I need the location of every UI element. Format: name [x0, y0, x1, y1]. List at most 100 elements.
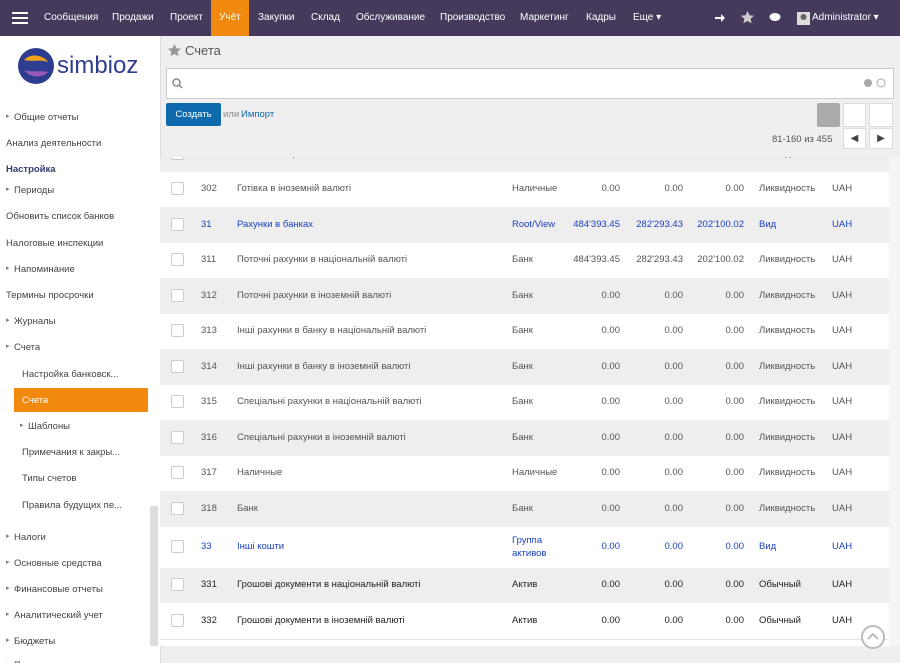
cell: Банк	[512, 396, 533, 408]
nav-item[interactable]: Кадры	[586, 12, 616, 23]
table-row[interactable]: 313 Інші рахунки в банку в національній в…	[160, 313, 889, 350]
menu-item[interactable]: Правила будущих пе...	[22, 500, 123, 511]
table-row[interactable]: 318 Банк Банк 0.00 0.00 0.00 Ликвидность UAH	[160, 491, 889, 528]
nav-item[interactable]: Продажи	[112, 12, 154, 23]
user-menu[interactable]: Administrator ▾	[812, 12, 879, 23]
cell: Актив	[512, 579, 538, 591]
row-checkbox[interactable]	[171, 359, 184, 373]
expand-arrow: ▸	[6, 611, 10, 618]
row-checkbox[interactable]	[171, 578, 184, 592]
menu-item[interactable]: Аналитический учет	[14, 610, 103, 621]
cell: Актив	[512, 614, 538, 626]
menu-item[interactable]: Журналы	[14, 316, 56, 327]
chat-icon[interactable]	[769, 12, 782, 24]
cell: 0.00	[601, 431, 621, 443]
menu-item[interactable]: Шаблоны	[28, 421, 71, 432]
nav-item[interactable]: Еще ▾	[633, 12, 662, 23]
table-row[interactable]: 312 Поточні рахунки в іноземній валюті Бан…	[160, 278, 889, 315]
cell: 0.00	[664, 502, 684, 514]
table-row[interactable]: 315 Спеціальні рахунки в національній вал…	[160, 384, 889, 421]
menu-item[interactable]: Счета	[22, 395, 49, 406]
cell: 0.00	[601, 396, 621, 408]
next-button[interactable]: ▶	[869, 128, 893, 149]
cell: UAH	[832, 502, 853, 514]
nav-item[interactable]: Сообщения	[44, 12, 99, 23]
cell: Банк	[512, 431, 533, 443]
menu-item[interactable]: Типы счетов	[22, 473, 77, 484]
menu-item[interactable]: Примечания к закры...	[22, 447, 121, 458]
cell: 302	[201, 183, 217, 195]
row-checkbox[interactable]	[171, 501, 184, 515]
menu-item[interactable]: Настройка банковск...	[22, 369, 119, 380]
cell: 282'293.43	[636, 254, 683, 266]
row-checkbox[interactable]	[171, 430, 184, 444]
menu-item[interactable]: Основные средства	[14, 558, 102, 569]
cell: Поточні рахунки в національній валюті	[237, 254, 408, 266]
search-box[interactable]	[166, 68, 894, 99]
scroll-top-button[interactable]	[860, 624, 886, 650]
menu-item[interactable]: Анализ деятельности	[6, 138, 102, 149]
nav-item[interactable]: Проект	[170, 12, 203, 23]
menu-item[interactable]: Обновить список банков	[6, 211, 115, 222]
cell: UAH	[832, 431, 853, 443]
table-row[interactable]: 314 Інші рахунки в банку в іноземній валю…	[160, 349, 889, 386]
row-checkbox[interactable]	[171, 217, 184, 231]
row-checkbox[interactable]	[171, 253, 184, 267]
table-row[interactable]: 302 Готівка в іноземній валюті Наличные 0.0…	[160, 171, 889, 208]
cell: 0.00	[601, 614, 621, 626]
sidebar: simbioz Общие отчеты ▸ Анализ деятельности…	[0, 36, 161, 663]
table-row[interactable]: 332 Грошові документи в іноземній валюті А…	[160, 603, 889, 640]
cell: Ликвидность	[759, 467, 816, 479]
row-checkbox[interactable]	[171, 540, 184, 553]
list-view-button[interactable]	[817, 103, 840, 127]
menu-item[interactable]: Термины просрочки	[6, 290, 94, 301]
import-link[interactable]: Импорт	[241, 109, 275, 120]
cell: 0.00	[725, 325, 745, 337]
favorite-star[interactable]	[168, 44, 181, 57]
row-checkbox[interactable]	[171, 288, 184, 302]
cell: 314	[201, 360, 217, 372]
table-row[interactable]: 301 Готівка в національній валюті Наличные…	[160, 157, 889, 173]
menu-icon[interactable]	[12, 11, 28, 25]
expand-arrow: ▸	[6, 585, 10, 592]
star-icon[interactable]	[741, 11, 754, 24]
login-icon[interactable]	[714, 12, 726, 24]
create-button[interactable]: Создать	[166, 103, 221, 126]
table-row[interactable]: 316 Спеціальні рахунки в іноземній валюті…	[160, 420, 889, 457]
prev-button[interactable]: ◀	[843, 128, 866, 149]
menu-item[interactable]: Периоды	[14, 185, 55, 196]
cell: 0.00	[601, 579, 621, 591]
row-checkbox[interactable]	[171, 157, 184, 160]
menu-item[interactable]: Финансовые отчеты	[14, 584, 103, 595]
nav-item[interactable]: Обслуживание	[356, 12, 426, 23]
cell: 0.00	[664, 396, 684, 408]
table-row[interactable]: 317 Наличные Наличные 0.00 0.00 0.00 Ликвиднос…	[160, 455, 889, 492]
row-checkbox[interactable]	[171, 613, 184, 627]
graph-view-button[interactable]	[869, 103, 893, 127]
cell: 312	[201, 289, 217, 301]
table-row[interactable]: 33 Інші кошти Группа активов 0.00 0.00 0.00 Ви…	[160, 526, 889, 569]
menu-item[interactable]: Прочее	[14, 660, 47, 663]
nav-item[interactable]: Маркетинг	[520, 12, 569, 23]
row-checkbox[interactable]	[171, 466, 184, 480]
nav-item[interactable]: Учёт	[211, 0, 249, 36]
cell: Банк	[512, 325, 533, 337]
row-checkbox[interactable]	[171, 324, 184, 338]
table-row[interactable]: 311 Поточні рахунки в національній валюті…	[160, 242, 889, 279]
form-view-button[interactable]	[843, 103, 866, 127]
menu-item[interactable]: Общие отчеты	[14, 112, 79, 123]
menu-item[interactable]: Счета	[14, 342, 41, 353]
menu-item[interactable]: Напоминание	[14, 264, 75, 275]
menu-item[interactable]: Налоги	[14, 532, 46, 543]
menu-item[interactable]: Налоговые инспекции	[6, 238, 104, 249]
row-checkbox[interactable]	[171, 395, 184, 409]
menu-item[interactable]: Бюджеты	[14, 636, 56, 647]
table-row[interactable]: 331 Грошові документи в національній валю…	[160, 567, 889, 604]
table-row[interactable]: 31 Рахунки в банках Root/View 484'393.45 282…	[160, 207, 889, 244]
nav-item[interactable]: Закупки	[258, 12, 295, 23]
row-checkbox[interactable]	[171, 182, 184, 196]
nav-item[interactable]: Склад	[311, 12, 340, 23]
nav-item[interactable]: Производство	[440, 12, 506, 23]
cell: 0.00	[725, 541, 745, 552]
cell: 282'293.43	[636, 218, 683, 230]
